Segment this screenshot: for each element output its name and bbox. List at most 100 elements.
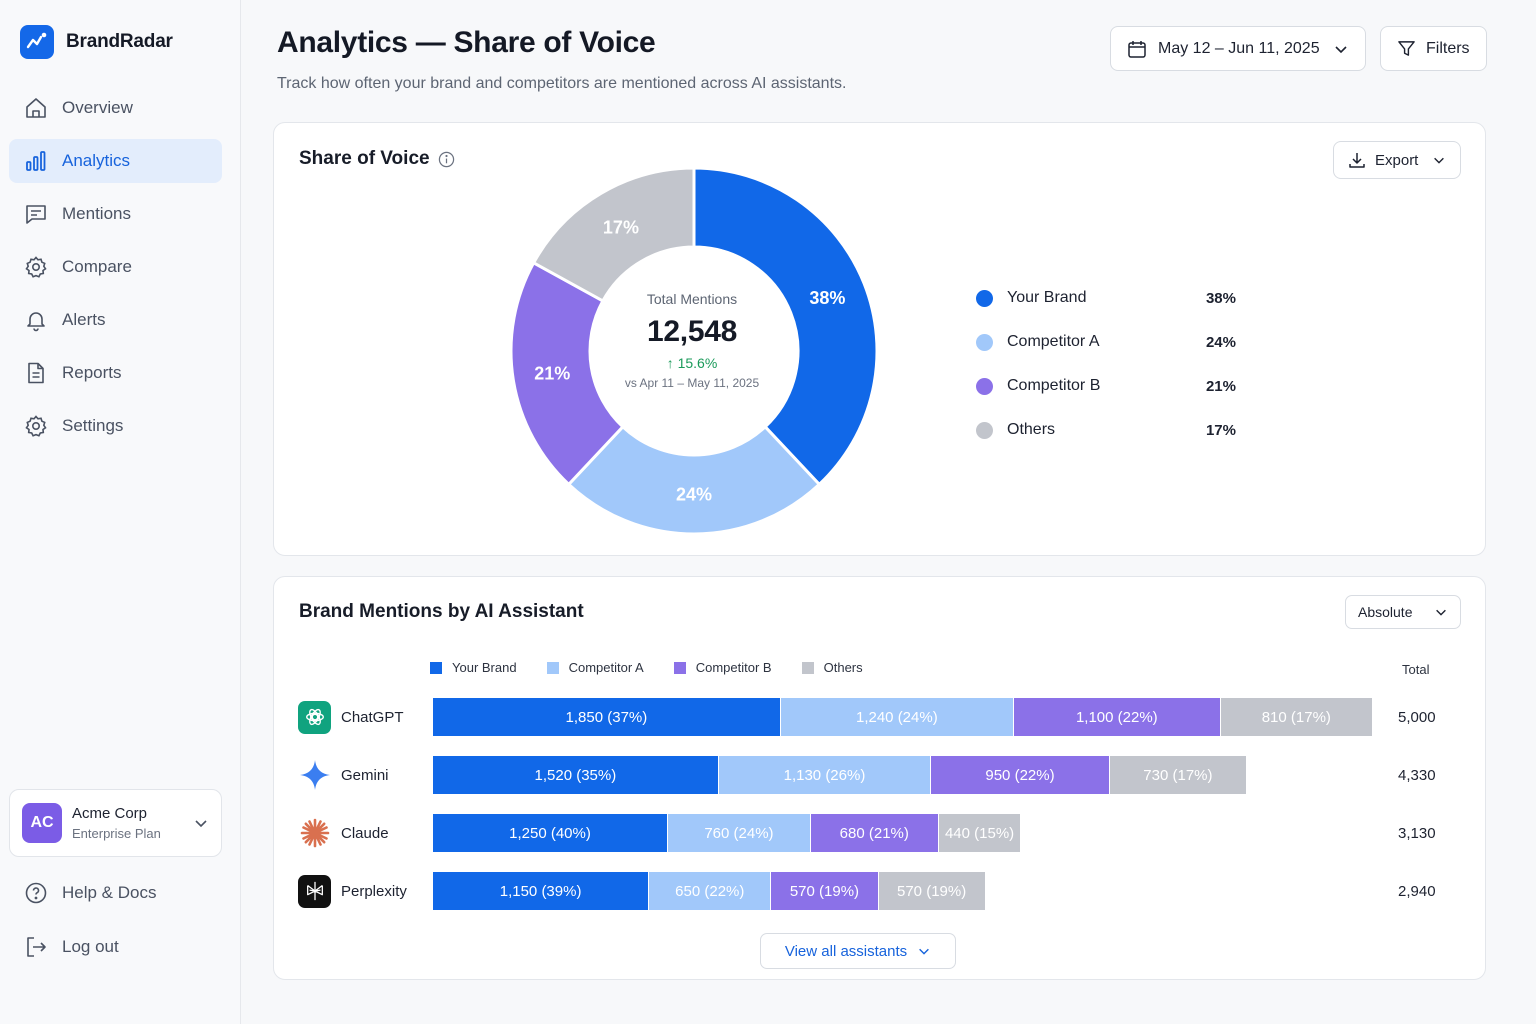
bar-legend-label: Your Brand xyxy=(452,660,517,675)
sov-title: Share of Voice xyxy=(299,148,430,169)
sov-legend: Your Brand 38% Competitor A 24% Competit… xyxy=(976,276,1236,452)
sidebar-bottom-nav: Help & Docs Log out xyxy=(9,871,222,979)
filter-icon xyxy=(1398,41,1415,56)
page-subtitle: Track how often your brand and competito… xyxy=(277,75,847,92)
assistant-perplexity: Perplexity xyxy=(298,872,433,910)
sidebar-item-label: Compare xyxy=(62,257,132,276)
chatgpt-icon xyxy=(298,700,331,734)
date-range-picker[interactable]: May 12 – Jun 11, 2025 xyxy=(1110,26,1366,71)
chevron-down-icon xyxy=(1434,157,1444,164)
bar-segment-competitor-b[interactable]: 680 (21%) xyxy=(810,814,939,852)
total-mentions-delta: ↑ 15.6% xyxy=(666,355,718,371)
calendar-icon xyxy=(1128,40,1146,58)
bar-legend-label: Competitor B xyxy=(695,660,772,675)
legend-label: Competitor B xyxy=(1007,377,1101,394)
mode-select[interactable]: Absolute xyxy=(1345,595,1461,629)
bar-segment-your-brand[interactable]: 1,250 (40%) xyxy=(433,814,668,852)
legend-swatch xyxy=(430,661,442,674)
bar-segment-others[interactable]: 730 (17%) xyxy=(1109,756,1248,794)
bar-segment-competitor-b[interactable]: 570 (19%) xyxy=(771,872,879,910)
export-label: Export xyxy=(1375,151,1419,169)
sidebar-item-label: Analytics xyxy=(62,151,131,170)
sidebar-item-label: Mentions xyxy=(62,204,131,223)
donut-slice-your-brand[interactable] xyxy=(692,166,879,487)
chevron-down-icon xyxy=(1335,45,1347,53)
message-icon xyxy=(26,205,46,224)
bar-legend-item: Competitor B xyxy=(673,660,772,675)
row-total: 5,000 xyxy=(1398,708,1436,726)
table-row: Gemini 1,520 (35%) 1,130 (26%) 950 (22%) 73… xyxy=(298,756,1448,794)
sidebar-item-alerts[interactable]: Alerts xyxy=(9,298,222,342)
sidebar-item-label: Settings xyxy=(62,416,124,435)
donut-slice-competitor-b[interactable] xyxy=(511,260,625,487)
assistant-name: Gemini xyxy=(341,766,389,784)
brand-logo-icon xyxy=(20,25,54,59)
bar-segment-your-brand[interactable]: 1,850 (37%) xyxy=(433,698,781,736)
bar-chart-icon xyxy=(26,151,46,171)
legend-item-others[interactable]: Others 17% xyxy=(976,408,1236,452)
legend-item-your-brand[interactable]: Your Brand 38% xyxy=(976,276,1236,320)
bar-segment-competitor-a[interactable]: 650 (22%) xyxy=(649,872,772,910)
account-plan: Enterprise Plan xyxy=(72,826,161,841)
share-of-voice-card: Share of Voice Export 38% 24% 21% 17% Total… xyxy=(273,122,1486,556)
stacked-bar: 1,150 (39%) 650 (22%) 570 (19%) 570 (19%) xyxy=(433,872,986,910)
sidebar-item-overview[interactable]: Overview xyxy=(9,86,222,130)
bar-segment-competitor-a[interactable]: 760 (24%) xyxy=(668,814,811,852)
sidebar-item-reports[interactable]: Reports xyxy=(9,351,222,395)
share-of-voice-donut: 38% 24% 21% 17% xyxy=(511,166,879,536)
home-icon xyxy=(26,98,46,118)
legend-swatch xyxy=(546,661,559,674)
bar-segment-competitor-a[interactable]: 1,130 (26%) xyxy=(718,756,932,794)
row-total: 2,940 xyxy=(1398,882,1436,900)
filters-button[interactable]: Filters xyxy=(1380,26,1487,71)
bar-legend-label: Competitor A xyxy=(568,660,644,675)
logout-icon xyxy=(27,937,46,957)
sidebar-item-settings[interactable]: Settings xyxy=(9,404,222,448)
download-icon xyxy=(1349,153,1365,168)
bar-segment-others[interactable]: 570 (19%) xyxy=(878,872,986,910)
date-range-label: May 12 – Jun 11, 2025 xyxy=(1158,39,1320,57)
bar-legend-item: Others xyxy=(801,660,863,675)
assistant-name: Perplexity xyxy=(341,882,407,900)
document-icon xyxy=(28,362,44,384)
donut-slice-competitor-a[interactable] xyxy=(566,424,822,536)
legend-value: 17% xyxy=(1205,421,1236,439)
legend-dot xyxy=(976,289,993,307)
stacked-bar: 1,250 (40%) 760 (24%) 680 (21%) 440 (15%) xyxy=(433,814,1022,852)
perplexity-icon xyxy=(298,874,331,908)
bar-segment-competitor-a[interactable]: 1,240 (24%) xyxy=(780,698,1014,736)
export-button[interactable]: Export xyxy=(1333,141,1461,179)
logout-label: Log out xyxy=(62,937,119,956)
gear-icon xyxy=(25,256,47,278)
assistant-name: ChatGPT xyxy=(341,708,404,726)
legend-swatch xyxy=(801,661,814,674)
account-switcher[interactable]: AC Acme Corp Enterprise Plan xyxy=(9,789,222,857)
bar-segment-your-brand[interactable]: 1,520 (35%) xyxy=(433,756,719,794)
bar-segment-competitor-b[interactable]: 1,100 (22%) xyxy=(1013,698,1221,736)
logout-link[interactable]: Log out xyxy=(9,925,222,969)
legend-item-competitor-a[interactable]: Competitor A 24% xyxy=(976,320,1236,364)
brand[interactable]: BrandRadar xyxy=(20,25,173,59)
bar-segment-your-brand[interactable]: 1,150 (39%) xyxy=(433,872,650,910)
legend-label: Competitor A xyxy=(1007,333,1100,350)
chevron-down-icon xyxy=(195,820,207,828)
donut-slice-others[interactable] xyxy=(531,166,696,303)
view-all-assistants-button[interactable]: View all assistants xyxy=(760,933,956,969)
avatar: AC xyxy=(22,803,62,843)
bar-segment-others[interactable]: 810 (17%) xyxy=(1220,698,1373,736)
donut-slice-label: 38% xyxy=(809,288,845,308)
info-icon[interactable] xyxy=(438,151,455,168)
assistant-name: Claude xyxy=(341,824,389,842)
help-docs-link[interactable]: Help & Docs xyxy=(9,871,222,915)
mode-select-value: Absolute xyxy=(1358,604,1413,620)
bar-segment-competitor-b[interactable]: 950 (22%) xyxy=(931,756,1110,794)
sidebar-item-mentions[interactable]: Mentions xyxy=(9,192,222,236)
sidebar-item-compare[interactable]: Compare xyxy=(9,245,222,289)
brand-mentions-card: Brand Mentions by AI Assistant Absolute … xyxy=(273,576,1486,980)
bar-legend-item: Your Brand xyxy=(430,660,517,675)
donut-center: Total Mentions 12,548 ↑ 15.6% vs Apr 11 … xyxy=(592,291,792,390)
legend-item-competitor-b[interactable]: Competitor B 21% xyxy=(976,364,1236,408)
bar-segment-others[interactable]: 440 (15%) xyxy=(938,814,1022,852)
assistant-gemini: Gemini xyxy=(298,756,433,794)
sidebar-item-analytics[interactable]: Analytics xyxy=(9,139,222,183)
